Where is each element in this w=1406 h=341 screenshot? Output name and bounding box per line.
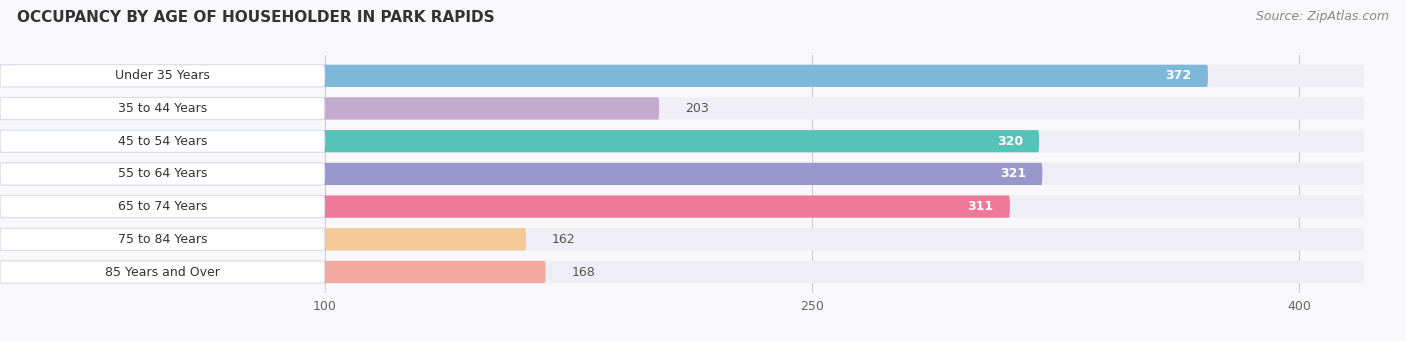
FancyBboxPatch shape: [0, 228, 526, 250]
FancyBboxPatch shape: [0, 130, 1364, 152]
FancyBboxPatch shape: [0, 65, 325, 87]
Text: Under 35 Years: Under 35 Years: [115, 69, 209, 82]
FancyBboxPatch shape: [0, 130, 325, 152]
FancyBboxPatch shape: [0, 195, 325, 218]
Text: 85 Years and Over: 85 Years and Over: [105, 266, 219, 279]
FancyBboxPatch shape: [0, 228, 1364, 250]
FancyBboxPatch shape: [0, 261, 325, 283]
FancyBboxPatch shape: [0, 130, 1039, 152]
FancyBboxPatch shape: [0, 65, 1364, 87]
FancyBboxPatch shape: [0, 98, 659, 120]
FancyBboxPatch shape: [0, 163, 1042, 185]
FancyBboxPatch shape: [0, 98, 325, 120]
Text: 168: 168: [571, 266, 595, 279]
Text: 65 to 74 Years: 65 to 74 Years: [118, 200, 207, 213]
FancyBboxPatch shape: [0, 261, 546, 283]
Text: Source: ZipAtlas.com: Source: ZipAtlas.com: [1256, 10, 1389, 23]
FancyBboxPatch shape: [0, 163, 1364, 185]
FancyBboxPatch shape: [0, 195, 1364, 218]
Text: 203: 203: [685, 102, 709, 115]
FancyBboxPatch shape: [0, 228, 325, 250]
FancyBboxPatch shape: [0, 163, 325, 185]
Text: 372: 372: [1166, 69, 1192, 82]
FancyBboxPatch shape: [0, 98, 1364, 120]
Text: 45 to 54 Years: 45 to 54 Years: [118, 135, 207, 148]
Text: 321: 321: [1000, 167, 1026, 180]
Text: 320: 320: [997, 135, 1024, 148]
FancyBboxPatch shape: [0, 261, 1364, 283]
FancyBboxPatch shape: [0, 195, 1010, 218]
Text: OCCUPANCY BY AGE OF HOUSEHOLDER IN PARK RAPIDS: OCCUPANCY BY AGE OF HOUSEHOLDER IN PARK …: [17, 10, 495, 25]
Text: 311: 311: [967, 200, 994, 213]
FancyBboxPatch shape: [0, 65, 1208, 87]
Text: 162: 162: [553, 233, 575, 246]
Text: 35 to 44 Years: 35 to 44 Years: [118, 102, 207, 115]
Text: 75 to 84 Years: 75 to 84 Years: [118, 233, 207, 246]
Text: 55 to 64 Years: 55 to 64 Years: [118, 167, 207, 180]
